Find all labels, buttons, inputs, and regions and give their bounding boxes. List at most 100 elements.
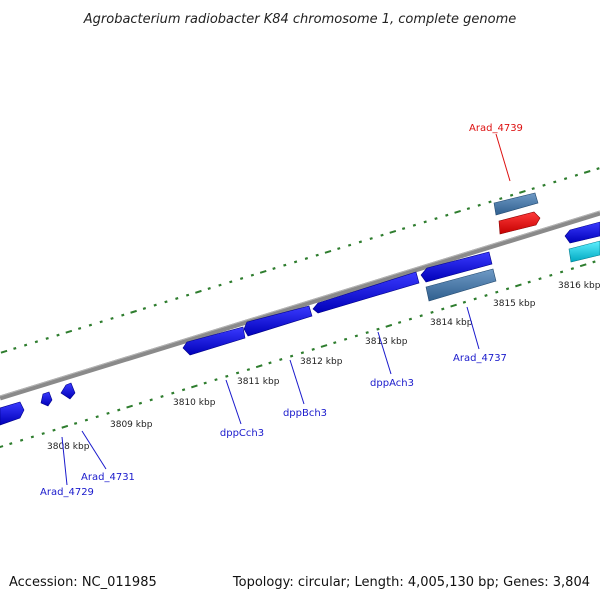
gene-label-dppbch3[interactable]: dppBch3	[283, 408, 327, 419]
gene-arrow-arad-4735[interactable]	[420, 251, 493, 283]
upper-track-minor-tick	[88, 323, 93, 327]
upper-track-minor-tick	[229, 280, 233, 284]
upper-track-minor-tick	[445, 213, 449, 217]
upper-track-minor-tick	[337, 247, 341, 251]
upper-track-minor-tick	[207, 287, 211, 290]
lower-track-minor-tick	[214, 378, 218, 382]
tick-label-3810: 3810 kbp	[173, 398, 216, 408]
gene-arrow-cyan[interactable]	[568, 240, 600, 263]
upper-track-major-tick	[389, 229, 397, 234]
gene-arrow-arad-4737[interactable]	[425, 268, 497, 302]
lower-track-minor-tick	[41, 432, 45, 436]
tick-label-3809: 3809 kbp	[110, 420, 153, 430]
lower-track-minor-tick	[570, 267, 575, 271]
upper-track-minor-tick	[423, 220, 427, 224]
lower-track-minor-tick	[19, 438, 24, 442]
gene-label-dppach3[interactable]: dppAch3	[370, 378, 414, 389]
gene-arrow-left-edge[interactable]	[0, 401, 25, 426]
lower-dash-track	[0, 260, 596, 449]
lower-track-major-tick	[320, 344, 328, 348]
tick-label-3814: 3814 kbp	[430, 318, 473, 328]
upper-track-minor-tick	[185, 293, 190, 297]
gene-label-arad-4729[interactable]: Arad_4729	[40, 487, 94, 498]
gene-arrow-dppcch3[interactable]	[182, 326, 246, 356]
tick-label-3815: 3815 kbp	[493, 299, 536, 309]
upper-dash-track	[0, 167, 600, 354]
upper-track-minor-tick	[175, 297, 179, 300]
lower-track-minor-tick	[408, 317, 413, 321]
gene-arrow-arad-4729[interactable]	[40, 391, 53, 407]
upper-track-major-tick	[195, 289, 202, 294]
upper-track-minor-tick	[164, 300, 168, 304]
upper-track-major-tick	[259, 269, 267, 274]
lower-track-minor-tick	[149, 398, 153, 402]
lower-track-major-tick	[191, 384, 198, 389]
lower-track-minor-tick	[300, 351, 305, 355]
upper-track-minor-tick	[99, 320, 103, 324]
lower-track-minor-tick	[484, 294, 488, 297]
upper-track-minor-tick	[563, 177, 568, 181]
scale-ticks: 3808 kbp 3809 kbp 3810 kbp 3811 kbp 3812…	[47, 281, 600, 452]
upper-track-minor-tick	[574, 173, 579, 177]
lower-track-major-tick	[450, 303, 457, 308]
gene-arrow-dppach3[interactable]	[312, 271, 420, 314]
gene-arrow-dppbch3[interactable]	[243, 305, 313, 337]
gene-arrow-arad-4731[interactable]	[60, 382, 76, 400]
leader-arad-4739	[495, 133, 511, 182]
genes	[0, 192, 600, 426]
lower-track-minor-tick	[592, 260, 596, 264]
tick-label-3813: 3813 kbp	[365, 337, 408, 347]
lower-track-minor-tick	[9, 442, 13, 446]
upper-track-major-tick	[65, 329, 73, 334]
upper-track-minor-tick	[477, 203, 481, 207]
upper-track-minor-tick	[153, 303, 157, 307]
lower-track-major-tick	[61, 424, 69, 429]
lower-track-minor-tick	[289, 354, 294, 358]
gene-arrow-arad-4739[interactable]	[498, 211, 541, 235]
lower-track-major-tick	[126, 404, 133, 409]
gene-arrow-steel-upper[interactable]	[493, 192, 539, 216]
upper-track-minor-tick	[542, 183, 546, 187]
lower-track-minor-tick	[268, 361, 272, 365]
gene-arrow-right-edge[interactable]	[564, 221, 600, 244]
leader-dppach3	[377, 331, 392, 375]
upper-track-minor-tick	[380, 233, 384, 237]
lower-track-minor-tick	[333, 341, 337, 345]
lower-track-major-tick	[579, 263, 587, 268]
upper-track-minor-tick	[304, 257, 309, 260]
tick-label-3811: 3811 kbp	[237, 377, 280, 387]
map-title: Agrobacterium radiobacter K84 chromosome…	[83, 12, 516, 27]
genome-summary-text: Topology: circular; Length: 4,005,130 bp…	[232, 575, 590, 590]
lower-track-minor-tick	[235, 371, 240, 375]
upper-track-minor-tick	[488, 200, 492, 204]
upper-track-minor-tick	[45, 336, 49, 340]
upper-track-minor-tick	[250, 273, 255, 277]
lower-track-minor-tick	[441, 307, 445, 311]
label-leaders	[61, 133, 511, 486]
upper-track-major-tick	[454, 210, 461, 214]
lower-track-minor-tick	[343, 337, 348, 341]
lower-track-minor-tick	[95, 415, 99, 419]
lower-track-minor-tick	[462, 300, 467, 304]
upper-track-minor-tick	[412, 223, 417, 227]
gene-label-arad-4731[interactable]: Arad_4731	[81, 472, 135, 483]
upper-track-minor-tick	[531, 187, 535, 191]
upper-track-minor-tick	[347, 243, 352, 247]
upper-track-minor-tick	[315, 253, 319, 257]
gene-label-arad-4739[interactable]: Arad_4739	[469, 123, 523, 134]
gene-label-dppcch3[interactable]: dppCch3	[220, 428, 264, 439]
gene-label-arad-4737[interactable]: Arad_4737	[453, 353, 507, 364]
upper-track-minor-tick	[23, 343, 28, 347]
upper-track-major-tick	[519, 190, 526, 194]
lower-track-minor-tick	[52, 428, 56, 432]
lower-track-minor-tick	[527, 280, 531, 284]
upper-track-minor-tick	[77, 326, 82, 330]
lower-track-minor-tick	[365, 331, 369, 335]
upper-track-minor-tick	[110, 316, 114, 320]
upper-track-minor-tick	[283, 263, 287, 267]
lower-track-minor-tick	[397, 320, 402, 324]
lower-track-minor-tick	[181, 388, 186, 392]
lower-track-major-tick	[385, 323, 393, 328]
lower-track-minor-tick	[203, 381, 207, 385]
